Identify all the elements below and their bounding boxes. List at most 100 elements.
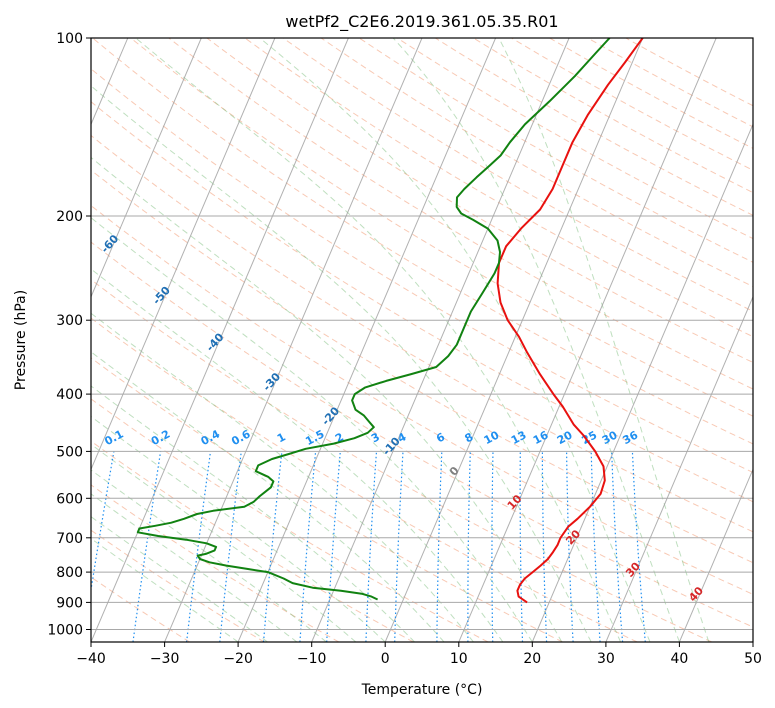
isotherm-line (311, 38, 570, 642)
moist-adiabat-line (259, 38, 651, 642)
isotherm-label: -50 (150, 284, 173, 308)
moist-adiabat-line (392, 38, 680, 642)
mixing-ratio-line (186, 451, 212, 642)
dry-adiabat-line (91, 278, 713, 642)
dry-adiabat-line (91, 357, 563, 642)
dry-adiabat-line (168, 38, 753, 390)
x-tick-label: 30 (597, 651, 615, 667)
isotherm-label: -40 (204, 330, 227, 354)
mixing-ratio-label: 20 (555, 428, 575, 447)
y-tick-label: 600 (56, 491, 83, 507)
mixing-ratio-label: 0.6 (229, 427, 253, 448)
mixing-ratio-line (436, 451, 443, 642)
moist-adiabat-line (91, 469, 327, 642)
moist-adiabat-line (91, 85, 592, 642)
isotherm-label: -30 (260, 370, 283, 394)
mixing-ratio-label: 16 (531, 428, 551, 447)
y-tick-label: 1000 (47, 623, 83, 639)
moist-adiabat-line (91, 493, 298, 642)
mixing-ratio-label: 25 (580, 428, 600, 447)
moist-adiabat-line (91, 516, 268, 642)
x-tick-label: −10 (297, 651, 327, 667)
mixing-ratio-line (491, 451, 494, 642)
x-tick-label: −20 (223, 651, 253, 667)
dry-adiabat-line (511, 38, 753, 171)
plot-frame (90, 37, 754, 643)
isotherm-line (605, 295, 753, 642)
moist-adiabat-line (91, 217, 533, 642)
isotherm-line (91, 38, 349, 642)
dry-adiabat-line (549, 38, 753, 149)
isotherm-line (91, 38, 202, 299)
y-tick-label: 900 (56, 595, 83, 611)
mixing-ratio-line (590, 451, 601, 642)
isotherm-label: -80 (0, 136, 15, 160)
mixing-ratio-line (219, 451, 242, 642)
x-tick-label: 40 (670, 651, 688, 667)
y-axis: 100 200 300 400 500 600 700 800 900 1000 (47, 31, 91, 639)
dry-adiabat-line (282, 38, 753, 312)
x-tick-label: 20 (523, 651, 541, 667)
mixing-ratio-label: 3 (369, 430, 382, 445)
dry-adiabat-line (130, 38, 753, 417)
dry-adiabat-line (473, 38, 753, 194)
isotherm-line (164, 38, 423, 642)
mixing-ratio-label: 8 (463, 430, 476, 445)
mixing-ratio-label: 1 (275, 430, 288, 445)
dry-adiabat-line (206, 38, 753, 364)
y-tick-label: 300 (56, 313, 83, 329)
dry-adiabat-line (91, 205, 753, 595)
x-tick-label: 10 (450, 651, 468, 667)
isotherm-label: -60 (98, 232, 121, 256)
dry-adiabat-line (91, 317, 638, 642)
mixing-ratio-line (262, 451, 283, 642)
mixing-ratio-line (132, 451, 162, 642)
isotherm-line (384, 38, 644, 642)
y-tick-label: 700 (56, 531, 83, 547)
dry-adiabat-line (320, 38, 753, 288)
dry-adiabat-line (91, 169, 753, 564)
dry-adiabat-line (587, 38, 753, 128)
moist-adiabat-line (91, 537, 239, 642)
temperature-profile-line (496, 38, 644, 604)
moist-adiabat-line (91, 312, 474, 642)
dry-adiabat-line (91, 134, 753, 533)
dry-adiabat-line (91, 484, 340, 642)
dry-adiabat-line (91, 398, 489, 642)
isotherm-line (237, 38, 497, 642)
x-tick-label: 0 (381, 651, 390, 667)
mixing-ratio-label: 6 (434, 430, 447, 445)
dry-adiabat-line (91, 68, 753, 474)
mixing-ratio-label: 0.2 (149, 427, 172, 448)
mixing-ratio-label: 0.4 (199, 427, 223, 448)
mixing-ratio-label: 0.1 (102, 427, 125, 448)
dry-adiabat-line (244, 38, 753, 338)
x-axis-label: Temperature (°C) (361, 682, 483, 698)
moist-adiabat-line (91, 351, 445, 642)
moist-adiabat-line (91, 415, 386, 642)
isotherm-line (752, 640, 753, 642)
x-tick-label: 50 (744, 651, 762, 667)
dewpoint-profile-line (136, 38, 611, 601)
x-tick-label: −30 (150, 651, 180, 667)
profiles (136, 38, 644, 604)
background-lines (91, 38, 753, 642)
isotherm-line (531, 123, 753, 642)
y-tick-label: 200 (56, 209, 83, 225)
mixing-ratio-label: 36 (621, 428, 641, 447)
mixing-ratio-label: 10 (482, 428, 502, 447)
mixing-ratio-label: 30 (600, 428, 620, 447)
moist-adiabat-line (91, 385, 415, 642)
mixing-ratio-line (467, 451, 471, 642)
moist-adiabat-line (135, 38, 622, 642)
y-tick-label: 400 (56, 387, 83, 403)
y-tick-label: 100 (56, 31, 83, 47)
dry-adiabat-line (91, 440, 414, 642)
moist-adiabat-line (91, 443, 357, 642)
x-tick-label: −40 (76, 651, 106, 667)
dry-adiabat-line (91, 241, 753, 628)
y-tick-label: 500 (56, 444, 83, 460)
x-axis: −40 −30 −20 −10 0 10 20 30 40 50 (76, 642, 762, 667)
